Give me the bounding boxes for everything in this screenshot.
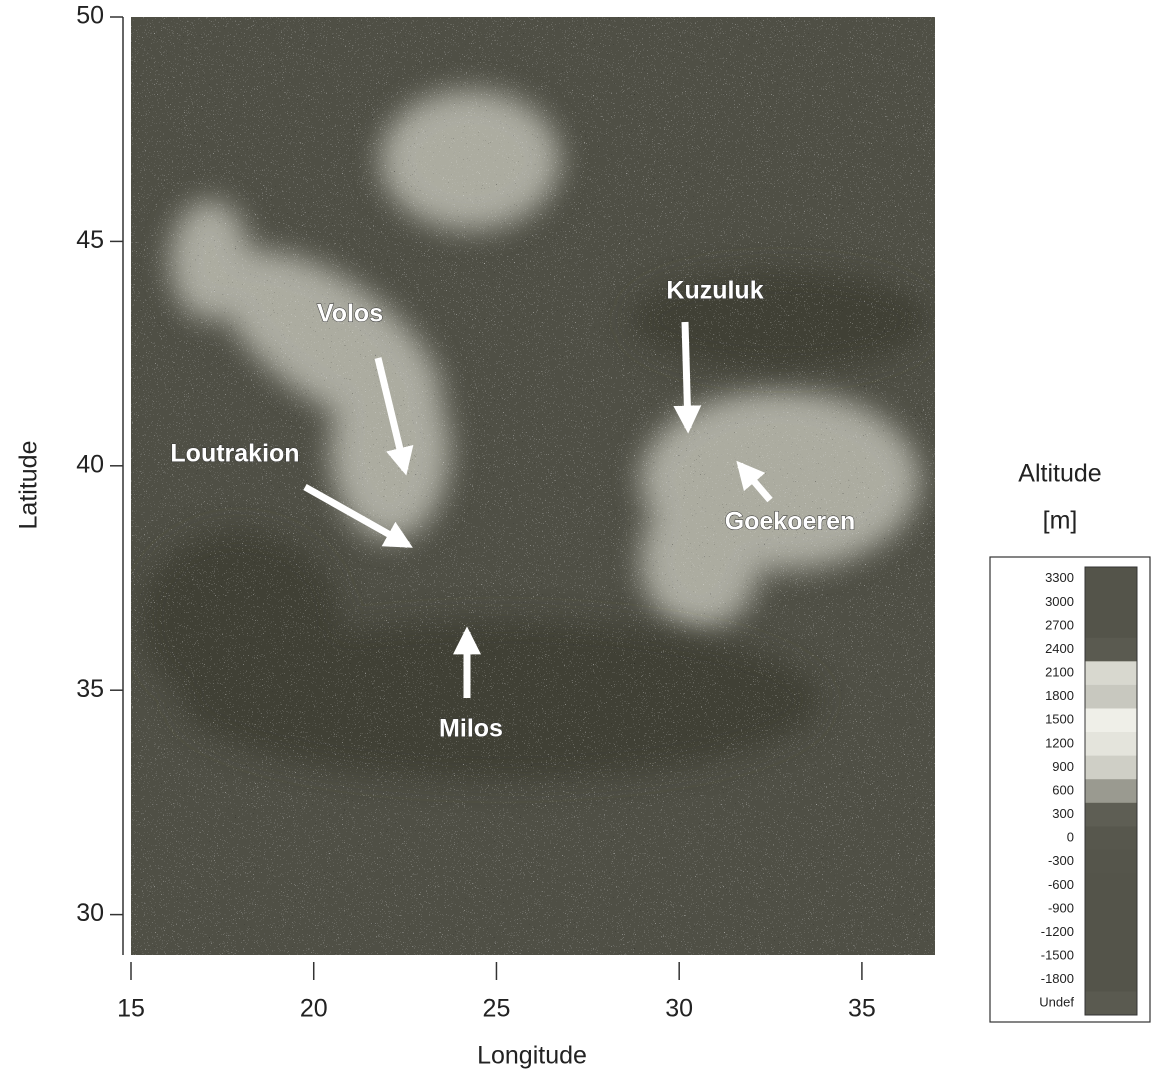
legend-label: -1800 xyxy=(1041,971,1074,986)
legend-swatch xyxy=(1085,874,1137,898)
y-tick-label: 30 xyxy=(76,899,104,927)
legend-label: -900 xyxy=(1048,900,1074,915)
legend-unit: [m] xyxy=(1043,507,1078,535)
legend-label: 1200 xyxy=(1045,735,1074,750)
y-tick-label: 50 xyxy=(76,2,104,30)
legend-swatch xyxy=(1085,661,1137,685)
x-tick-label: 20 xyxy=(300,995,328,1023)
legend-label: 2400 xyxy=(1045,641,1074,656)
legend-label: -1500 xyxy=(1041,947,1074,962)
legend-swatch xyxy=(1085,708,1137,732)
legend-label: Undef xyxy=(1039,995,1074,1010)
legend-swatch xyxy=(1085,732,1137,756)
legend-swatch xyxy=(1085,591,1137,615)
legend-label: 900 xyxy=(1052,759,1074,774)
legend-swatch xyxy=(1085,826,1137,850)
legend-swatch xyxy=(1085,803,1137,827)
legend-swatch xyxy=(1085,991,1137,1015)
legend-swatch xyxy=(1085,944,1137,968)
legend-label: 300 xyxy=(1052,806,1074,821)
y-tick-label: 35 xyxy=(76,675,104,703)
legend-swatch xyxy=(1085,921,1137,945)
x-axis-label: Longitude xyxy=(477,1042,587,1070)
figure: Latitude Longitude Altitude [m] 30 35 40 45… xyxy=(0,0,1152,1082)
legend-label: 3000 xyxy=(1045,594,1074,609)
annotation: Goekoeren xyxy=(725,508,856,536)
legend-label: 2100 xyxy=(1045,665,1074,680)
map-image xyxy=(131,17,935,955)
legend-label: 600 xyxy=(1052,782,1074,797)
legend-swatch xyxy=(1085,850,1137,874)
legend-swatch xyxy=(1085,779,1137,803)
legend-swatch xyxy=(1085,897,1137,921)
legend-label: 1800 xyxy=(1045,688,1074,703)
legend-label: -1200 xyxy=(1041,924,1074,939)
x-tick-label: 30 xyxy=(665,995,693,1023)
y-axis-label: Latitude xyxy=(15,441,43,530)
x-tick-label: 25 xyxy=(483,995,511,1023)
legend-label: -300 xyxy=(1048,853,1074,868)
legend-swatch xyxy=(1085,968,1137,992)
legend-label: 2700 xyxy=(1045,617,1074,632)
legend-label: 3300 xyxy=(1045,570,1074,585)
legend-swatch xyxy=(1085,567,1137,591)
legend-swatch xyxy=(1085,685,1137,709)
y-tick-label: 45 xyxy=(76,226,104,254)
annotation: Volos xyxy=(317,300,383,328)
annotation: Kuzuluk xyxy=(666,277,763,305)
annotation: Loutrakion xyxy=(170,440,299,468)
legend-swatch xyxy=(1085,638,1137,662)
legend-label: 0 xyxy=(1067,830,1074,845)
legend-swatch xyxy=(1085,614,1137,638)
legend-label: -600 xyxy=(1048,877,1074,892)
legend-title: Altitude xyxy=(1018,460,1101,488)
annotation-arrow xyxy=(685,322,688,428)
x-tick-label: 15 xyxy=(117,995,145,1023)
page: Latitude Longitude Altitude [m] 30 35 40 45… xyxy=(0,0,1152,1082)
legend-swatch xyxy=(1085,756,1137,780)
y-tick-label: 40 xyxy=(76,450,104,478)
x-tick-label: 35 xyxy=(848,995,876,1023)
annotation: Milos xyxy=(439,715,503,743)
legend-label: 1500 xyxy=(1045,712,1074,727)
